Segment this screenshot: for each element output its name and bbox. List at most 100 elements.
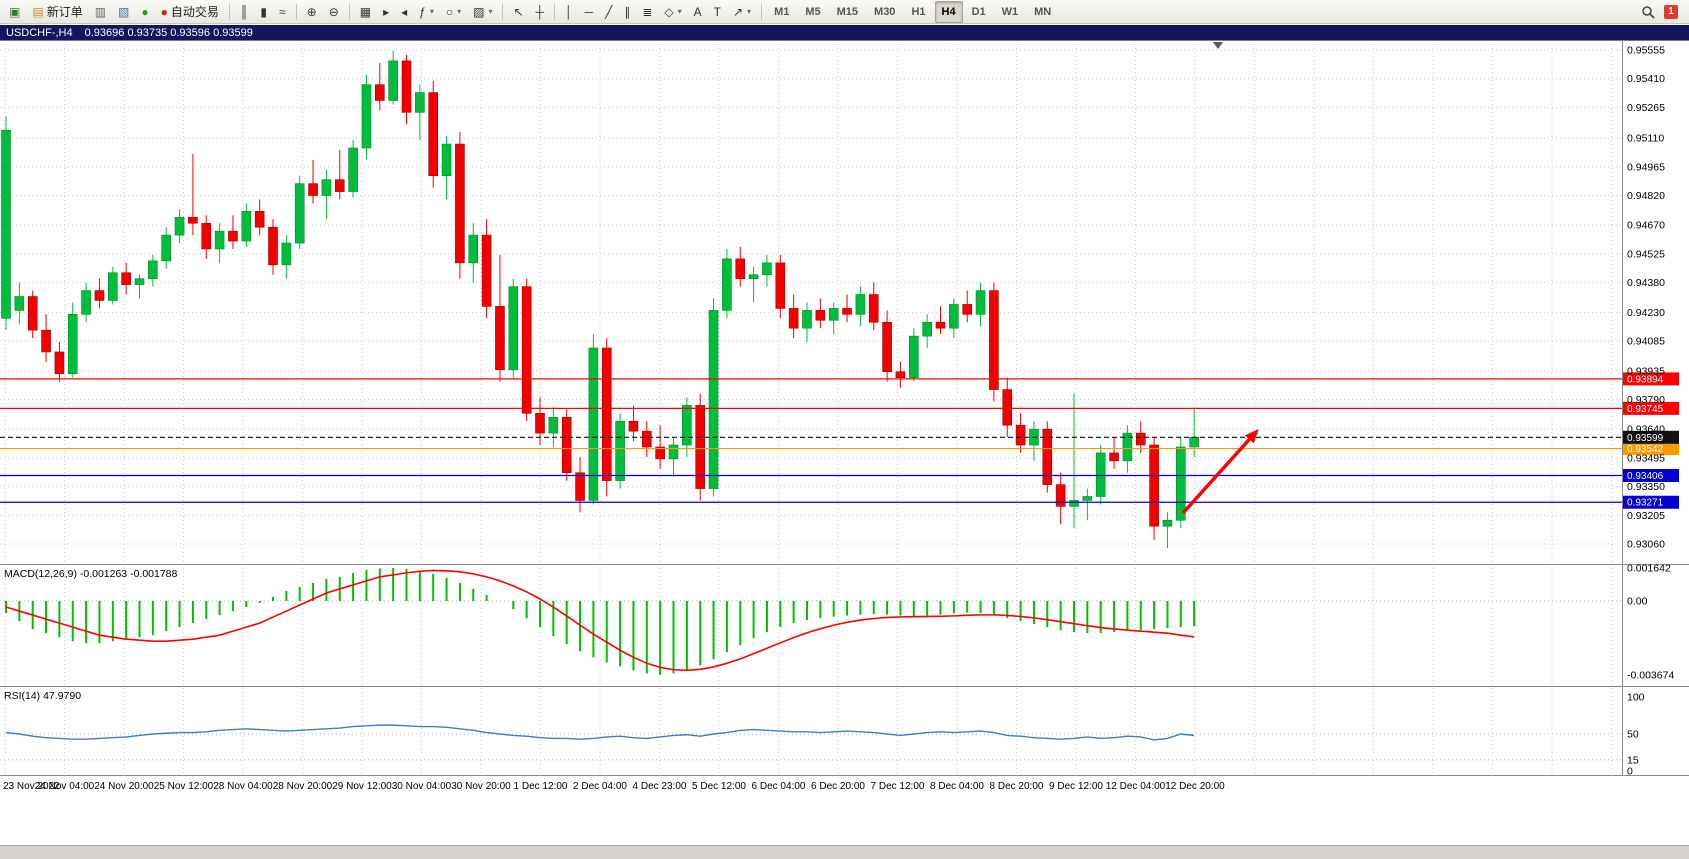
crosshair-button-icon: ┼ [535,4,545,19]
timeframe-button-w1[interactable]: W1 [1001,5,1019,18]
profiles-button[interactable]: ▧ [113,1,134,23]
candle-body [1015,424,1026,446]
candle-body [802,310,812,329]
arrows-button-caret-icon: ▾ [747,7,752,16]
timeframe-button-m30[interactable]: M30 [874,5,896,18]
channel-button[interactable]: ∥ [619,1,635,23]
timeframe-button-m15[interactable]: M15 [836,5,859,18]
svg-text:-0.003674: -0.003674 [1627,669,1674,681]
timeframe-button-mn[interactable]: MN [1034,5,1052,18]
timeframe-button-h1[interactable]: H1 [911,5,926,18]
candle-body [655,446,665,460]
candle-body [41,329,51,353]
chart-region[interactable]: 0.93894 0.93745 0.93542 0.93406 0.93271 0.935… [0,40,1689,795]
svg-text:29 Nov 12:00: 29 Nov 12:00 [332,781,392,792]
zoom-in-button[interactable]: ⊕ [302,1,322,23]
auto-scroll-button[interactable]: ▸ [378,1,394,23]
horizontal-line-button-icon: ─ [584,4,594,19]
timeframe-button-m5[interactable]: M5 [805,5,821,18]
timeframe-button-m1[interactable]: M1 [774,5,790,18]
periods-button[interactable]: ○ ▾ [441,1,466,23]
indicators-button[interactable]: ƒ ▾ [414,1,439,23]
candle-body [882,321,892,373]
chart-shift-marker[interactable] [1213,42,1223,49]
line-chart-type-button[interactable]: ≈ [274,1,291,23]
svg-text:0.94230: 0.94230 [1627,307,1665,319]
candle-body [748,274,759,279]
text-button-icon: A [693,4,702,19]
candle-body [1149,444,1159,527]
svg-text:30 Nov 04:00: 30 Nov 04:00 [392,781,452,792]
candle-body [188,217,198,224]
new-order-button-label: 新订单 [46,5,83,19]
toolbar-separator [554,3,556,20]
templates-button-icon: ▨ [473,4,485,19]
autotrading-button[interactable]: ● 自动交易 [156,1,224,23]
candle-body [374,84,385,101]
candle-body [14,296,25,311]
svg-text:25 Nov 12:00: 25 Nov 12:00 [154,781,214,792]
text-button[interactable]: A [689,1,707,23]
candle-body [628,420,639,432]
candle-body [989,290,999,390]
horizontal-line-button[interactable]: ─ [580,1,599,23]
templates-button[interactable]: ▨ ▾ [468,1,497,23]
new-chart-button[interactable]: ▣ [4,1,25,23]
toolbar-separator [228,3,230,20]
crosshair-button[interactable]: ┼ [531,1,550,23]
new-order-button[interactable]: ▤ 新订单 [27,1,87,23]
candle-body [521,286,532,414]
svg-text:6 Dec 20:00: 6 Dec 20:00 [811,781,865,792]
resistance-line-1-price-text: 0.93894 [1627,374,1664,385]
svg-text:15: 15 [1627,754,1639,766]
chart-canvas[interactable]: 0.93894 0.93745 0.93542 0.93406 0.93271 0.935… [0,40,1689,795]
arrows-button[interactable]: ↗ ▾ [728,1,756,23]
profiles-button-icon: ▧ [118,4,130,19]
candle-body [308,183,318,196]
periods-button-icon: ○ [445,4,454,19]
timeframe-button-d1[interactable]: D1 [971,5,986,18]
refresh-button[interactable]: ● [136,1,153,23]
candle-body [668,444,679,460]
cursor-button[interactable]: ↖ [508,1,528,23]
chart-title-symbol: USDCHF-,H4 [6,26,73,39]
candle-body [1042,428,1053,485]
tile-windows-button[interactable]: ▦ [355,1,376,23]
zoom-out-button[interactable]: ⊖ [324,1,344,23]
zoom-out-button-icon: ⊖ [328,4,339,19]
label-button[interactable]: T [709,1,726,23]
fibonacci-button[interactable]: ≣ [637,1,657,23]
vertical-line-button[interactable]: │ [560,1,578,23]
shapes-button[interactable]: ◇ ▾ [659,1,686,23]
resistance-line-2-price-tag [1623,401,1679,415]
candle-body [1069,500,1079,507]
bar-chart-type-button[interactable]: ║ [235,1,254,23]
candle-body [281,242,292,266]
svg-text:8 Dec 20:00: 8 Dec 20:00 [990,781,1044,792]
candle-body [401,60,412,113]
svg-text:12 Dec 04:00: 12 Dec 04:00 [1106,781,1166,792]
charts-button[interactable]: ▥ [90,1,111,23]
candle-body [54,351,65,375]
candle-body [962,304,973,315]
candle-body [1055,484,1066,507]
candle-chart-type-button[interactable]: ▮ [255,1,272,23]
svg-text:28 Nov 20:00: 28 Nov 20:00 [273,781,333,792]
candle-body [134,278,145,285]
timeframe-button-h4[interactable]: H4 [934,0,963,23]
macd-panel: MACD(12,26,9) -0.001263 -0.001788 0.00164… [0,562,1674,681]
trend-arrow[interactable] [1181,429,1259,515]
chart-shift-button[interactable]: ◂ [396,1,412,23]
candle-body [1189,436,1199,448]
search-button[interactable] [1636,1,1660,23]
rsi-label: RSI(14) 47.9790 [4,690,81,702]
svg-text:0.94525: 0.94525 [1627,248,1665,260]
candle-body [161,234,171,262]
svg-text:0.93790: 0.93790 [1627,394,1665,406]
candle-body [481,234,492,307]
trendline-button[interactable]: ╱ [600,1,617,23]
notification-badge[interactable]: 1 [1664,4,1678,19]
svg-text:0: 0 [1627,766,1633,778]
candle-body [762,262,772,276]
